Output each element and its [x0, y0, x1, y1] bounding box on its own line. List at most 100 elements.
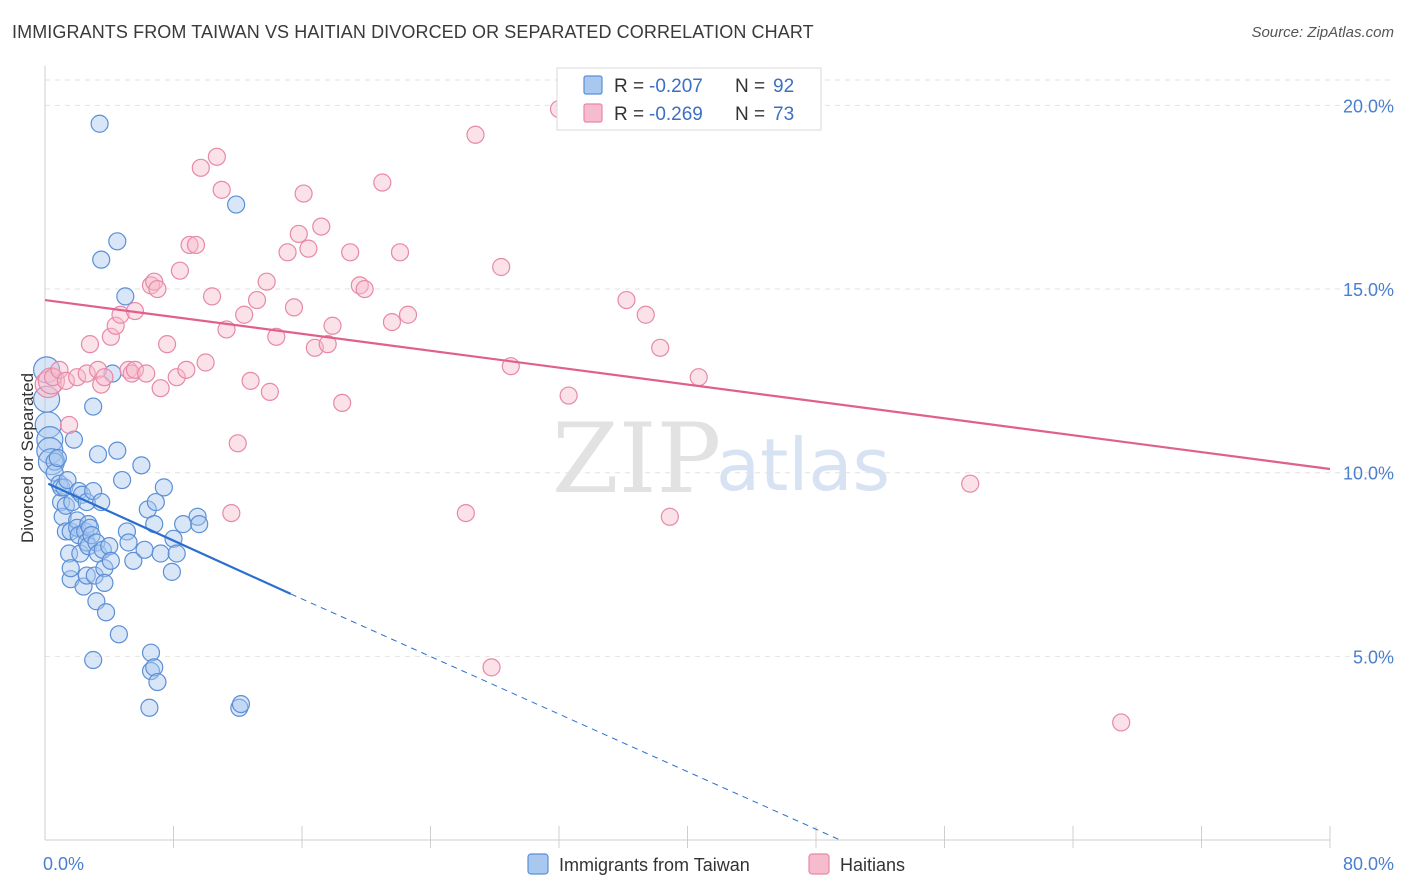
point-taiwan-58 — [109, 625, 128, 644]
legend-r-label-taiwan: R = — [614, 76, 644, 97]
point-haitians-63 — [482, 658, 501, 677]
point-taiwan-20 — [61, 559, 80, 578]
legend-r-value-taiwan: -0.207 — [649, 76, 703, 97]
point-taiwan-3 — [36, 426, 64, 454]
y-axis-label: Divorced or Separated — [18, 373, 37, 543]
x-tick-label-1: 80.0% — [1343, 854, 1394, 874]
point-taiwan-64 — [132, 456, 151, 475]
x-tick-labels: 0.0% 80.0% — [43, 854, 1394, 874]
point-haitians-19 — [137, 364, 156, 383]
point-haitians-17 — [125, 360, 145, 379]
y-tick-label-0: 5.0% — [1353, 647, 1394, 667]
point-taiwan-57 — [108, 441, 127, 460]
point-haitians-70 — [651, 338, 670, 357]
point-taiwan-52 — [96, 603, 116, 622]
point-haitians-64 — [492, 257, 511, 277]
point-haitians-40 — [247, 290, 267, 310]
point-haitians-9 — [88, 360, 108, 379]
point-taiwan-60 — [116, 287, 135, 306]
point-taiwan-41 — [85, 566, 104, 585]
point-haitians-25 — [167, 368, 186, 387]
point-haitians-11 — [95, 368, 114, 387]
point-haitians-29 — [186, 235, 206, 255]
point-haitians-74 — [1112, 713, 1131, 732]
point-haitians-46 — [289, 224, 308, 244]
watermark-atlas: atlas — [716, 423, 890, 507]
x-tick-label-0: 0.0% — [43, 854, 84, 874]
point-haitians-58 — [382, 312, 402, 332]
point-taiwan-63 — [124, 551, 143, 570]
point-taiwan-53 — [100, 537, 119, 556]
point-haitians-39 — [241, 371, 260, 390]
point-taiwan-51 — [95, 573, 114, 592]
point-taiwan-47 — [92, 250, 111, 269]
legend-swatch-taiwan — [583, 75, 603, 95]
point-taiwan-84 — [231, 694, 251, 714]
point-haitians-33 — [207, 147, 226, 166]
source-credit: Source: ZipAtlas.com — [1251, 24, 1394, 41]
trend-line-taiwan — [47, 482, 292, 595]
y-tick-labels: 5.0% 10.0% 15.0% 20.0% — [1343, 96, 1394, 667]
point-taiwan-75 — [154, 478, 173, 497]
legend-r-label-haitians: R = — [614, 104, 644, 125]
point-haitians-30 — [191, 158, 210, 177]
series-legend-label-taiwan: Immigrants from Taiwan — [559, 855, 750, 875]
point-haitians-43 — [267, 327, 286, 346]
legend-n-value-taiwan: 92 — [773, 76, 794, 97]
point-taiwan-72 — [146, 492, 165, 512]
series-legend-swatch-haitians — [808, 853, 830, 875]
point-taiwan-16 — [58, 470, 77, 490]
point-haitians-69 — [636, 305, 655, 324]
point-haitians-4 — [56, 371, 75, 390]
point-haitians-72 — [689, 368, 708, 387]
point-haitians-61 — [456, 503, 475, 523]
series-legend-label-haitians: Haitians — [840, 855, 905, 875]
point-haitians-41 — [257, 272, 276, 291]
watermark-zip: ZIP — [552, 403, 721, 515]
point-haitians-7 — [77, 364, 96, 383]
point-haitians-6 — [68, 368, 87, 387]
point-haitians-38 — [235, 305, 254, 324]
point-haitians-44 — [278, 243, 297, 262]
point-haitians-27 — [177, 360, 196, 379]
point-haitians-67 — [559, 386, 578, 405]
trend-line-haitians — [44, 298, 1331, 471]
correlation-legend: R = -0.207 N = 92 R = -0.269 N = 73 — [556, 67, 822, 131]
point-taiwan-79 — [174, 515, 193, 534]
point-haitians-42 — [260, 382, 279, 401]
watermark: ZIP atlas — [552, 403, 890, 515]
point-taiwan-78 — [167, 544, 186, 563]
point-taiwan-46 — [90, 114, 109, 133]
point-taiwan-80 — [188, 507, 207, 526]
legend-n-value-haitians: 73 — [773, 104, 794, 125]
grid-lines — [45, 79, 1390, 657]
y-tick-label-2: 15.0% — [1343, 280, 1394, 300]
point-haitians-59 — [390, 243, 410, 262]
legend-n-label-haitians: N = — [735, 104, 765, 125]
point-haitians-31 — [196, 353, 215, 372]
legend-n-label-taiwan: N = — [735, 76, 765, 97]
point-haitians-62 — [466, 125, 485, 144]
point-haitians-37 — [228, 434, 247, 453]
point-haitians-26 — [170, 261, 190, 280]
point-taiwan-82 — [227, 195, 246, 214]
trend-lines — [44, 298, 1331, 841]
point-haitians-28 — [180, 235, 199, 255]
point-taiwan-68 — [141, 643, 161, 662]
point-taiwan-73 — [148, 672, 167, 692]
point-haitians-48 — [299, 239, 318, 258]
point-taiwan-81 — [190, 515, 209, 534]
point-taiwan-50 — [95, 559, 114, 578]
point-haitians-60 — [398, 305, 418, 324]
point-haitians-12 — [101, 327, 120, 346]
y-tick-label-3: 20.0% — [1343, 96, 1394, 116]
point-taiwan-56 — [108, 232, 127, 251]
series-legend: Immigrants from Taiwan Haitians — [527, 853, 905, 875]
point-haitians-56 — [355, 279, 374, 299]
point-haitians-53 — [333, 393, 352, 413]
legend-swatch-haitians — [583, 103, 603, 123]
point-taiwan-65 — [135, 540, 154, 559]
point-taiwan-74 — [151, 544, 170, 563]
data-points — [33, 99, 1131, 732]
